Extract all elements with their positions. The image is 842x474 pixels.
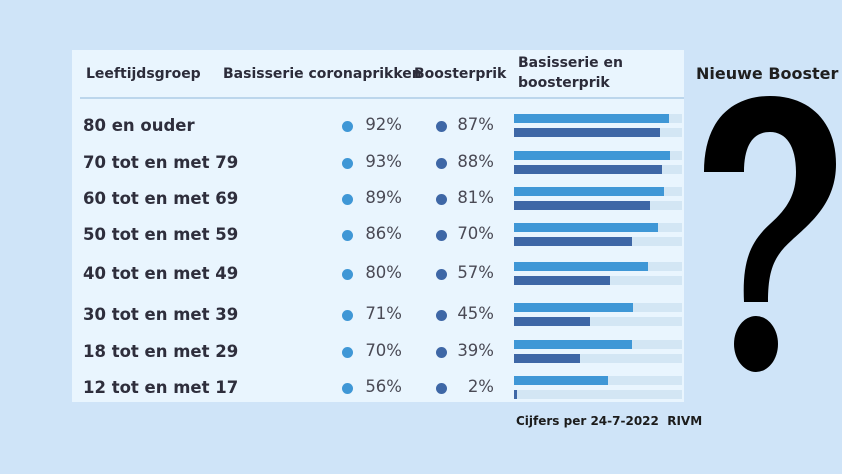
- basic-series-value: 92%: [365, 115, 402, 134]
- basic-series-track: [514, 376, 682, 385]
- basic-series-track: [514, 262, 682, 271]
- row-label: 50 tot en met 59: [83, 225, 239, 244]
- basic-series-dot: [342, 230, 353, 241]
- booster-value: 70%: [457, 224, 494, 243]
- booster-track: [514, 317, 682, 326]
- basic-series-bar: [514, 376, 609, 385]
- header-combined-line1: Basisserie en: [518, 55, 623, 71]
- booster-dot: [436, 383, 447, 394]
- booster-bar: [514, 128, 661, 137]
- row-label: 30 tot en met 39: [83, 305, 239, 324]
- booster-value: 45%: [457, 304, 494, 323]
- booster-value: 2%: [467, 377, 494, 396]
- booster-dot: [436, 121, 447, 132]
- basic-series-track: [514, 303, 682, 312]
- basic-series-value: 70%: [365, 341, 402, 360]
- basic-series-track: [514, 223, 682, 232]
- basic-series-value: 71%: [365, 304, 402, 323]
- booster-track: [514, 237, 682, 246]
- basic-series-dot: [342, 310, 353, 321]
- basic-series-dot: [342, 158, 353, 169]
- basic-series-bar: [514, 114, 669, 123]
- basic-series-value: 86%: [365, 224, 402, 243]
- basic-series-track: [514, 187, 682, 196]
- header-combined-line2: boosterprik: [518, 75, 610, 91]
- booster-dot: [436, 269, 447, 280]
- basic-series-bar: [514, 151, 671, 160]
- booster-dot: [436, 230, 447, 241]
- header-booster: Boosterprik: [414, 66, 507, 82]
- basic-series-value: 89%: [365, 188, 402, 207]
- side-title: Nieuwe Booster: [696, 64, 839, 83]
- row-label: 80 en ouder: [83, 116, 195, 135]
- booster-bar: [514, 237, 632, 246]
- booster-track: [514, 165, 682, 174]
- basic-series-dot: [342, 121, 353, 132]
- row-label: 60 tot en met 69: [83, 189, 239, 208]
- booster-value: 57%: [457, 263, 494, 282]
- booster-bar: [514, 201, 651, 210]
- basic-series-bar: [514, 262, 649, 271]
- header-divider: [80, 97, 684, 99]
- booster-value: 87%: [457, 115, 494, 134]
- booster-value: 88%: [457, 152, 494, 171]
- booster-track: [514, 354, 682, 363]
- basic-series-dot: [342, 383, 353, 394]
- question-mark-icon: [704, 96, 836, 372]
- basic-series-dot: [342, 194, 353, 205]
- basic-series-value: 93%: [365, 152, 402, 171]
- booster-dot: [436, 194, 447, 205]
- header-basic-series: Basisserie coronaprikken: [223, 66, 422, 82]
- basic-series-bar: [514, 187, 664, 196]
- booster-dot: [436, 158, 447, 169]
- basic-series-dot: [342, 347, 353, 358]
- booster-track: [514, 128, 682, 137]
- basic-series-bar: [514, 340, 632, 349]
- booster-bar: [514, 390, 518, 399]
- basic-series-bar: [514, 223, 659, 232]
- basic-series-bar: [514, 303, 634, 312]
- booster-bar: [514, 165, 662, 174]
- row-label: 70 tot en met 79: [83, 153, 239, 172]
- booster-bar: [514, 317, 590, 326]
- booster-track: [514, 201, 682, 210]
- vaccination-table-panel: Leeftijdsgroep Basisserie coronaprikken …: [72, 50, 684, 402]
- row-label: 40 tot en met 49: [83, 264, 239, 283]
- booster-dot: [436, 310, 447, 321]
- booster-dot: [436, 347, 447, 358]
- source-note: Cijfers per 24-7-2022 RIVM: [516, 414, 703, 428]
- basic-series-track: [514, 340, 682, 349]
- booster-track: [514, 390, 682, 399]
- booster-value: 39%: [457, 341, 494, 360]
- booster-bar: [514, 276, 610, 285]
- basic-series-track: [514, 151, 682, 160]
- basic-series-track: [514, 114, 682, 123]
- row-label: 12 tot en met 17: [83, 378, 239, 397]
- booster-bar: [514, 354, 580, 363]
- basic-series-dot: [342, 269, 353, 280]
- basic-series-value: 80%: [365, 263, 402, 282]
- booster-track: [514, 276, 682, 285]
- booster-value: 81%: [457, 188, 494, 207]
- row-label: 18 tot en met 29: [83, 342, 239, 361]
- basic-series-value: 56%: [365, 377, 402, 396]
- header-age-group: Leeftijdsgroep: [86, 66, 201, 82]
